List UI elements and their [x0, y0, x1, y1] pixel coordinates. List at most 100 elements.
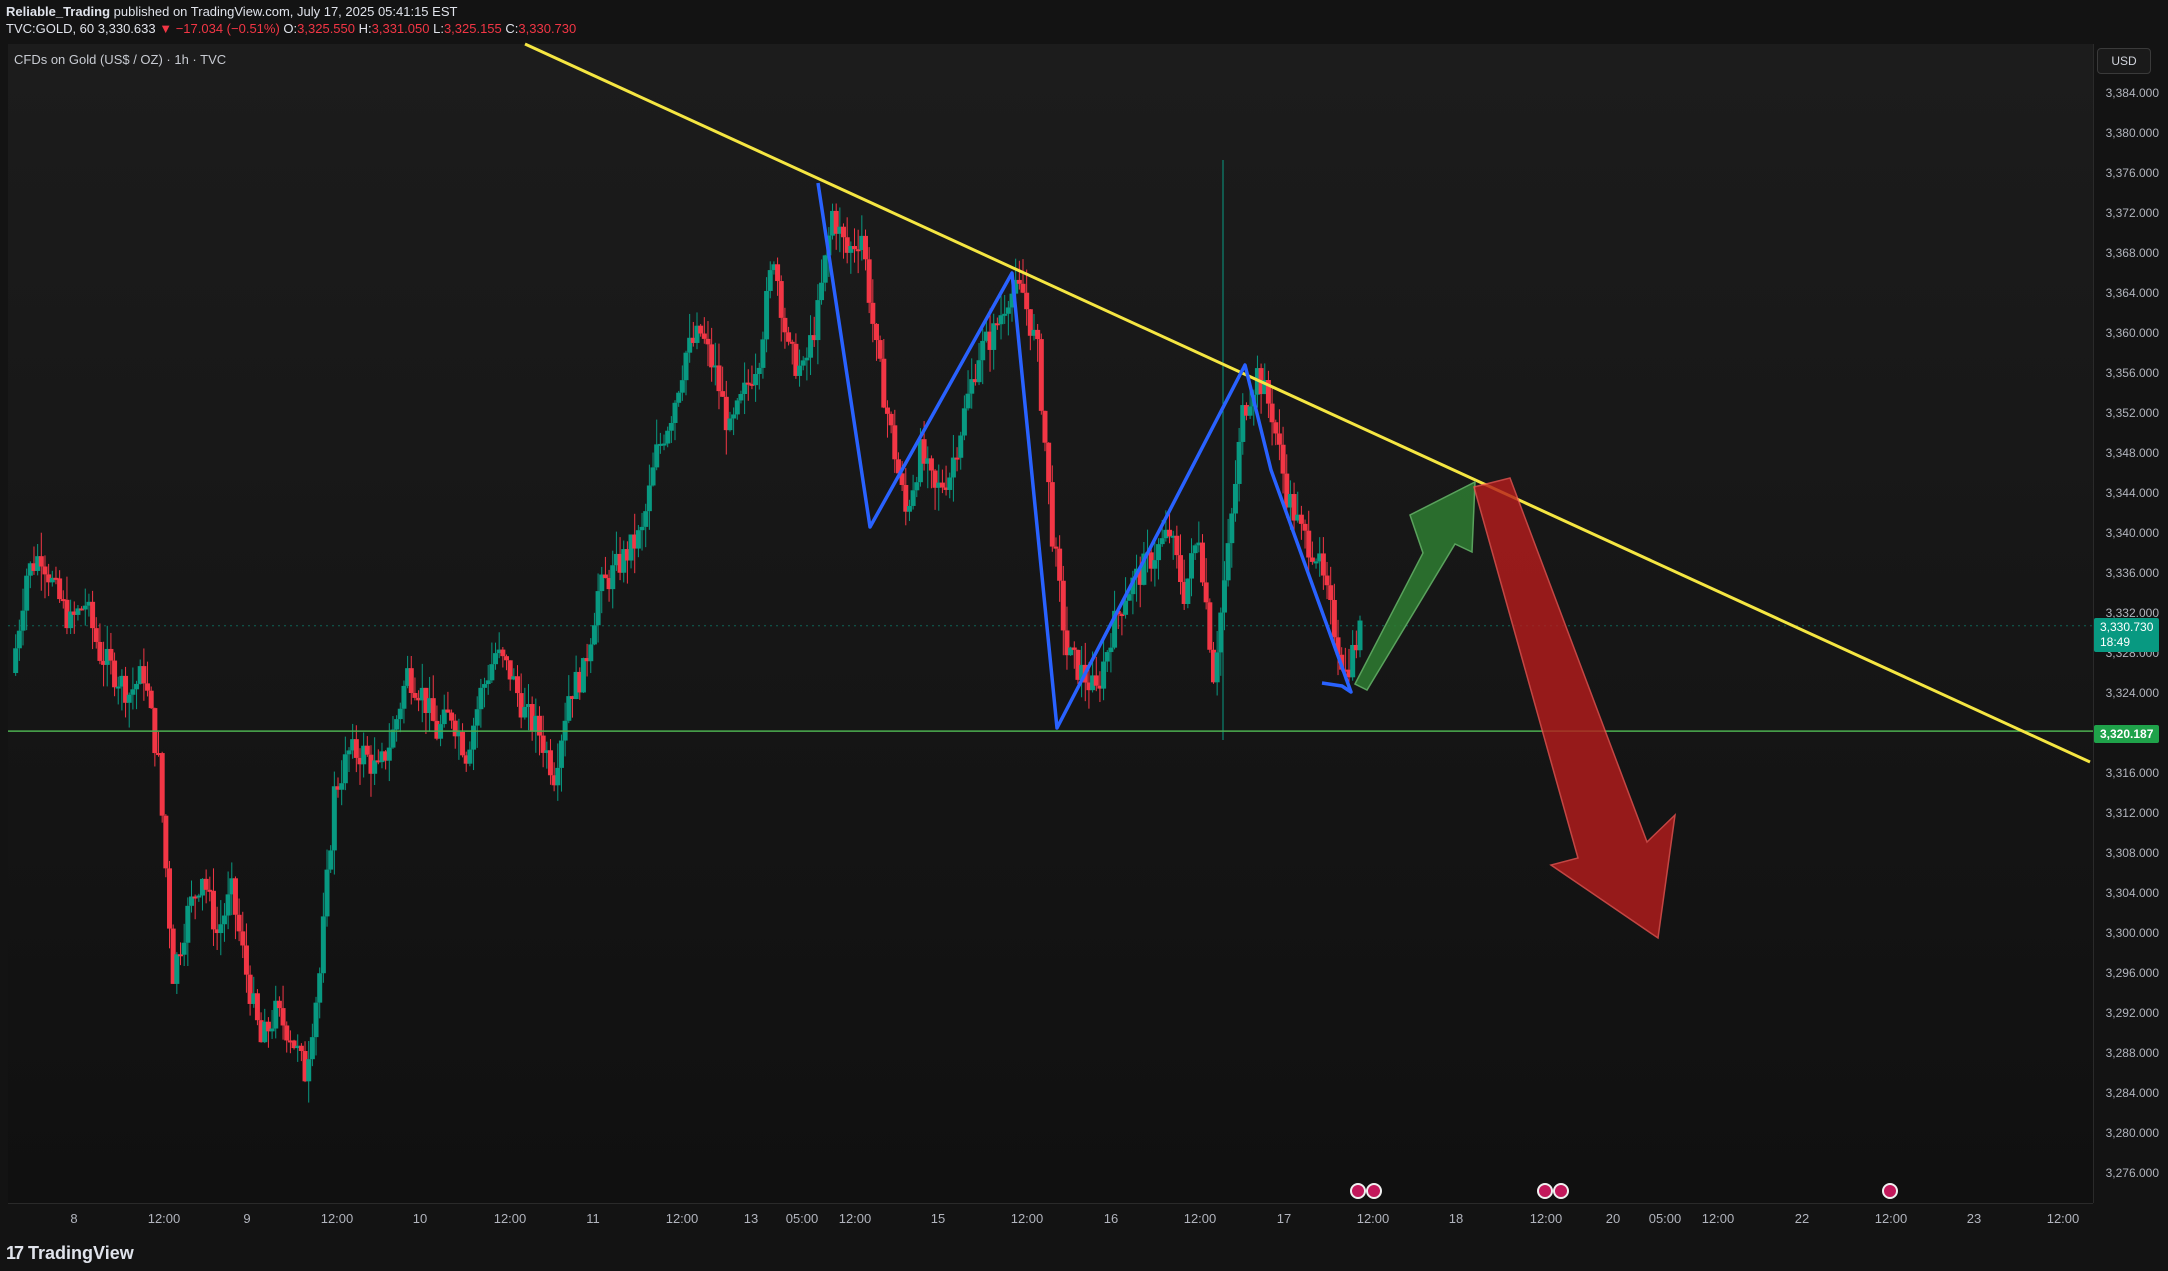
candle-body [906, 505, 912, 512]
candle-body [1031, 329, 1037, 336]
author-name[interactable]: Reliable_Trading [6, 4, 111, 19]
candle-body [306, 1059, 312, 1082]
candle-body [917, 439, 923, 483]
candle-body [1104, 652, 1110, 662]
candle-body [372, 760, 378, 774]
candle-body [445, 709, 451, 713]
candle-body [60, 599, 66, 602]
candle-body [830, 210, 836, 236]
high-value: 3,331.050 [371, 21, 430, 36]
candle-body [232, 878, 238, 915]
candle-body [870, 302, 876, 324]
candle-body [302, 1050, 308, 1082]
candle-body [709, 344, 715, 368]
candle-body [841, 226, 847, 238]
economic-event-icon[interactable] [1350, 1183, 1366, 1199]
candle-body [632, 534, 638, 549]
candle-body [90, 601, 96, 629]
candle-body [1214, 652, 1220, 683]
price-tick-label: 3,336.000 [2105, 566, 2159, 580]
candle-body [518, 693, 524, 718]
candle-body [698, 325, 704, 334]
candle-body [339, 783, 345, 790]
tradingview-brand[interactable]: 17 TradingView [6, 1243, 134, 1264]
candle-body [16, 630, 22, 649]
chart-canvas[interactable] [0, 0, 2093, 1203]
candle-body [1002, 313, 1008, 316]
candle-body [192, 896, 198, 899]
symbol-label[interactable]: TVC:GOLD, 60 [6, 21, 95, 36]
current-price-label: 3,330.730 [2100, 620, 2154, 634]
high-label: H: [358, 21, 372, 36]
candle-body [79, 608, 85, 611]
pattern-zigzag [816, 182, 1353, 730]
candle-body [595, 591, 601, 626]
candle-body [789, 341, 795, 344]
candle-body [1265, 380, 1271, 404]
candle-body [515, 676, 520, 694]
candle-body [46, 574, 52, 583]
candle-body [1046, 442, 1052, 483]
chart-pane[interactable] [8, 44, 2093, 1203]
candle-body [75, 608, 81, 615]
time-tick-label: 23 [1966, 1211, 1982, 1226]
candle-body [558, 740, 564, 768]
candle-body [434, 720, 440, 739]
candle-body [628, 534, 634, 561]
candle-body [936, 482, 942, 488]
candle-body [1119, 614, 1125, 617]
candle-body [331, 786, 337, 851]
price-tick-label: 3,288.000 [2105, 1046, 2159, 1060]
candle-body [745, 382, 751, 385]
candle-body [1309, 557, 1315, 562]
candle-body [888, 413, 894, 426]
candle-body [873, 323, 879, 341]
candle-body [1178, 555, 1184, 583]
candle-body [782, 317, 788, 333]
economic-event-icon[interactable] [1537, 1183, 1553, 1199]
bearish-arrow [1473, 477, 1677, 940]
candle-body [566, 696, 572, 721]
candle-body [507, 660, 513, 680]
candle-body [207, 889, 213, 892]
candle-body [101, 660, 107, 665]
candle-body [42, 566, 48, 575]
candle-body [928, 458, 934, 471]
candle-body [687, 337, 693, 353]
candle-body [452, 720, 458, 737]
candle-body [672, 402, 678, 423]
candle-body [350, 739, 356, 751]
currency-button[interactable]: USD [2097, 48, 2151, 74]
candle-body [185, 905, 191, 943]
candle-body [1353, 644, 1359, 651]
candle-body [482, 684, 488, 688]
time-tick-label: 12:00 [838, 1211, 872, 1226]
economic-event-icon[interactable] [1553, 1183, 1569, 1199]
close-label: C: [505, 21, 519, 36]
candle-body [624, 549, 630, 561]
candle-body [68, 611, 74, 629]
candle-body [1156, 544, 1162, 561]
time-tick-label: 10 [412, 1211, 428, 1226]
candle-body [496, 649, 502, 654]
economic-event-icon[interactable] [1366, 1183, 1382, 1199]
candle-body [57, 578, 63, 600]
time-tick-label: 12:00 [147, 1211, 181, 1226]
candle-body [1090, 675, 1096, 691]
price-tick-label: 3,304.000 [2105, 886, 2159, 900]
candle-body [1324, 575, 1330, 586]
time-axis[interactable]: 8 12:00 9 12:00 10 12:00 11 12:00 13 05:00 12:00 15… [8, 1203, 2093, 1234]
candle-body [606, 578, 612, 590]
candle-body [1196, 542, 1202, 546]
candle-body [650, 467, 656, 486]
candle-body [617, 553, 623, 573]
candle-body [884, 407, 890, 414]
candle-body [738, 394, 744, 401]
candle-body [328, 850, 334, 870]
candle-body [1269, 403, 1275, 423]
candle-body [247, 974, 253, 1004]
economic-event-icon[interactable] [1882, 1183, 1898, 1199]
time-tick-label: 05:00 [1648, 1211, 1682, 1226]
candle-body [775, 264, 781, 282]
chart-legend-title[interactable]: CFDs on Gold (US$ / OZ) · 1h · TVC [14, 52, 227, 67]
